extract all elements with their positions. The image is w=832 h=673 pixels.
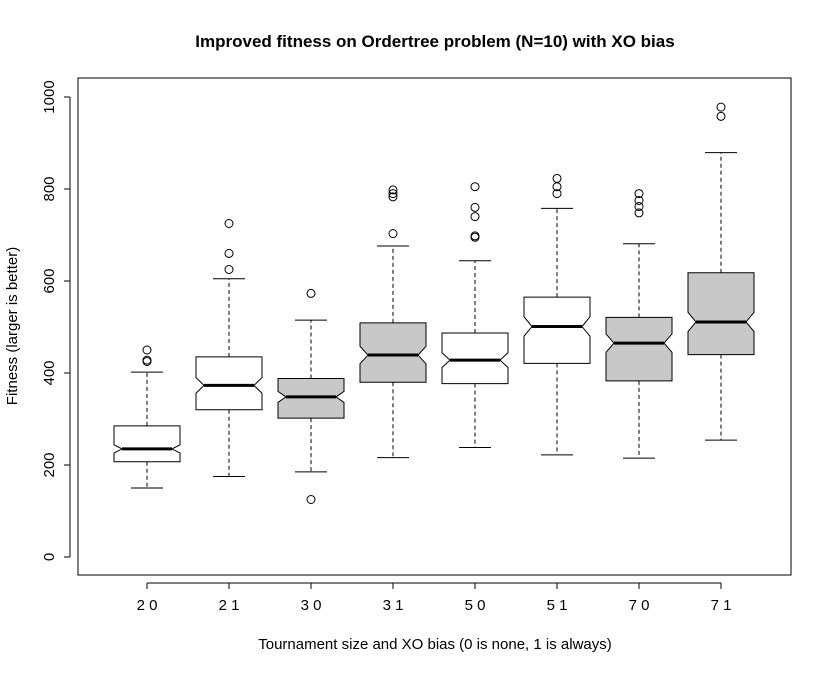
y-axis: 0 200 400 600 800 1000 (41, 80, 71, 561)
box-7 (605, 189, 673, 459)
box-body (687, 272, 755, 356)
box-3 (277, 288, 345, 504)
box-4 (359, 185, 427, 459)
outlier-point (142, 355, 152, 365)
box-2 (195, 219, 263, 477)
outlier-point (634, 189, 644, 199)
outlier-point (224, 219, 234, 228)
y-tick-label: 0 (41, 553, 58, 561)
box-body (605, 316, 673, 382)
outlier-point (142, 345, 152, 355)
x-axis-label: Tournament size and XO bias (0 is none, … (258, 636, 612, 653)
outlier-point (388, 192, 398, 202)
box-body (523, 296, 591, 364)
x-tick-label: 3 1 (383, 597, 404, 614)
outlier-point (388, 229, 398, 239)
y-tick-label: 800 (41, 176, 58, 201)
y-tick-label: 200 (41, 452, 58, 477)
outlier-point (470, 202, 480, 212)
x-tick-label: 2 1 (219, 597, 240, 614)
outlier-point (552, 189, 562, 199)
x-tick-label: 2 0 (137, 597, 158, 614)
outlier-point (470, 212, 480, 222)
outlier-point (716, 111, 726, 121)
chart-title: Improved fitness on Ordertree problem (N… (195, 32, 674, 51)
outlier-point (634, 208, 644, 218)
outlier-point (716, 102, 726, 112)
x-tick-label: 5 0 (465, 597, 486, 614)
box-body (113, 425, 181, 463)
outlier-point (224, 265, 234, 274)
box-1 (113, 345, 181, 489)
outlier-point (224, 248, 234, 258)
y-axis-label: Fitness (larger is better) (4, 247, 21, 405)
boxes (113, 102, 755, 504)
plot-frame (77, 77, 792, 576)
box-body (195, 356, 263, 411)
outlier-point (306, 495, 316, 504)
outlier-point (306, 288, 316, 298)
y-tick-label: 400 (41, 360, 58, 385)
outlier-point (388, 185, 398, 195)
y-tick-label: 1000 (41, 80, 58, 113)
box-body (359, 322, 427, 383)
x-axis: 2 0 2 1 3 0 3 1 5 0 5 1 7 0 7 1 (137, 582, 732, 614)
outlier-point (634, 196, 644, 205)
x-tick-label: 7 0 (629, 597, 650, 614)
box-5 (441, 182, 509, 449)
box-8 (687, 102, 755, 441)
box-6 (523, 173, 591, 456)
outlier-point (634, 201, 644, 211)
x-tick-label: 5 1 (547, 597, 568, 614)
x-tick-label: 3 0 (301, 597, 322, 614)
outlier-point (470, 231, 480, 241)
x-tick-label: 7 1 (711, 597, 732, 614)
outlier-point (552, 173, 562, 183)
box-body (441, 332, 509, 385)
outlier-point (388, 189, 398, 199)
outlier-point (470, 182, 480, 192)
y-tick-label: 600 (41, 268, 58, 293)
